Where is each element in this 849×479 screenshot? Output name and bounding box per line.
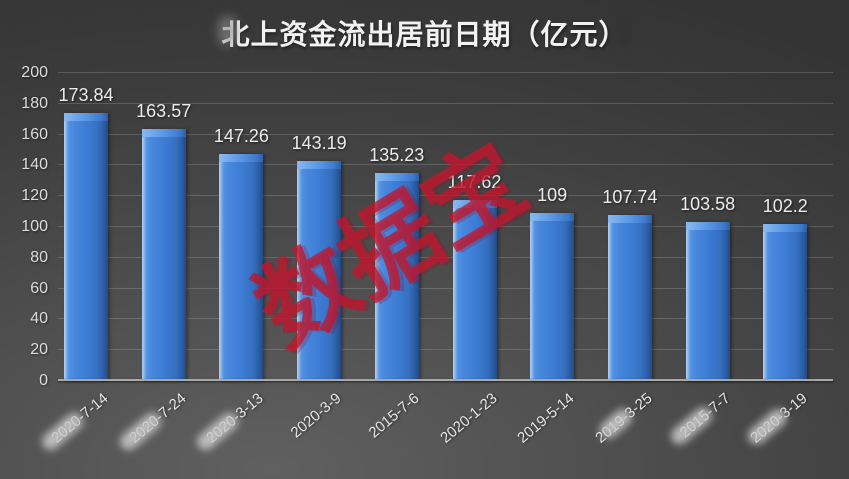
- y-axis-tick-label: 120: [21, 187, 48, 205]
- y-axis-tick-label: 180: [21, 94, 48, 112]
- bar-value-label: 103.58: [680, 193, 736, 214]
- x-axis-label: 2020-3-19: [730, 389, 811, 461]
- bar-value-label: 107.74: [602, 187, 658, 208]
- x-axis-label: 2020-7-24: [109, 389, 190, 461]
- y-axis-tick-label: 0: [39, 372, 48, 389]
- x-axis-label: 2020-3-13: [186, 389, 267, 461]
- x-axis-label-text: 2020-3-19: [747, 389, 811, 447]
- x-axis-line: [58, 379, 833, 381]
- x-axis-label-text: 2020-3-9: [287, 389, 345, 442]
- gridline: [58, 102, 833, 104]
- x-axis-label: 2019-5-14: [497, 389, 578, 461]
- bar: [219, 154, 264, 381]
- x-axis-label-text: 2019-5-14: [514, 389, 578, 447]
- y-axis-tick-label: 60: [30, 279, 48, 297]
- bar-value-label: 147.26: [213, 126, 269, 147]
- bar: [374, 172, 419, 382]
- y-axis-tick-label: 40: [30, 310, 48, 328]
- plot-area: 173.84 163.57 147.26 143.19 135.23 117.62 109 1…: [58, 72, 833, 382]
- bar-value-label: 109: [537, 185, 568, 206]
- gridline: [58, 287, 833, 289]
- gridline: [58, 133, 833, 135]
- x-axis-label-text: 2020-3-13: [203, 389, 267, 447]
- y-axis-tick-label: 100: [21, 218, 48, 235]
- bar: [530, 213, 575, 381]
- x-axis-label: 2020-1-23: [420, 389, 501, 461]
- x-axis-label-text: 2020-1-23: [436, 389, 501, 447]
- x-axis-label: 2015-7-6: [342, 389, 423, 461]
- bar-value-label: 143.19: [291, 132, 347, 153]
- bar: [452, 199, 497, 382]
- y-axis: 0 20 40 60 80 100 120 140 160 180 200: [0, 64, 48, 389]
- x-axis-label: 2020-3-9: [264, 389, 345, 461]
- y-axis-tick-label: 160: [21, 125, 48, 143]
- x-axis-label: 2015-7-7: [653, 389, 734, 461]
- gridline: [58, 195, 833, 197]
- bar: [64, 113, 108, 381]
- bar: [763, 223, 808, 382]
- bar-value-label: 173.84: [58, 85, 114, 106]
- y-axis-tick-label: 140: [21, 156, 48, 174]
- gridline: [58, 318, 833, 320]
- bar: [685, 221, 730, 381]
- x-axis-label-text: 2020-7-14: [48, 389, 112, 447]
- bar-value-label: 135.23: [369, 144, 425, 165]
- bar-value-label: 102.2: [762, 195, 808, 216]
- bar: [607, 215, 652, 381]
- gridline: [58, 72, 833, 73]
- y-axis-tick-label: 80: [30, 248, 48, 266]
- bar-value-label: 163.57: [136, 101, 192, 122]
- bar: [297, 160, 342, 381]
- bar-value-label: 117.62: [447, 171, 502, 192]
- gridline: [58, 256, 833, 258]
- chart-title-row: 北上资金流出居前日期（亿元）: [0, 13, 849, 53]
- x-axis-label: 2020-7-14: [31, 389, 112, 461]
- gridline: [58, 226, 833, 227]
- x-axis-label-text: 2015-7-7: [676, 389, 734, 442]
- gridline: [58, 164, 833, 166]
- x-axis-label-text: 2019-3-25: [592, 389, 656, 447]
- bar: [141, 129, 186, 381]
- y-axis-tick-label: 20: [30, 341, 48, 359]
- x-axis-label-text: 2015-7-6: [365, 389, 423, 442]
- x-axis-label-text: 2020-7-24: [125, 389, 190, 447]
- gridline: [58, 349, 833, 351]
- x-axis-label: 2019-3-25: [575, 389, 656, 461]
- chart-title: 北上资金流出居前日期（亿元）: [218, 13, 633, 53]
- y-axis-tick-label: 200: [21, 64, 48, 81]
- chart-title-text: 北上资金流出居前日期（亿元）: [221, 19, 628, 50]
